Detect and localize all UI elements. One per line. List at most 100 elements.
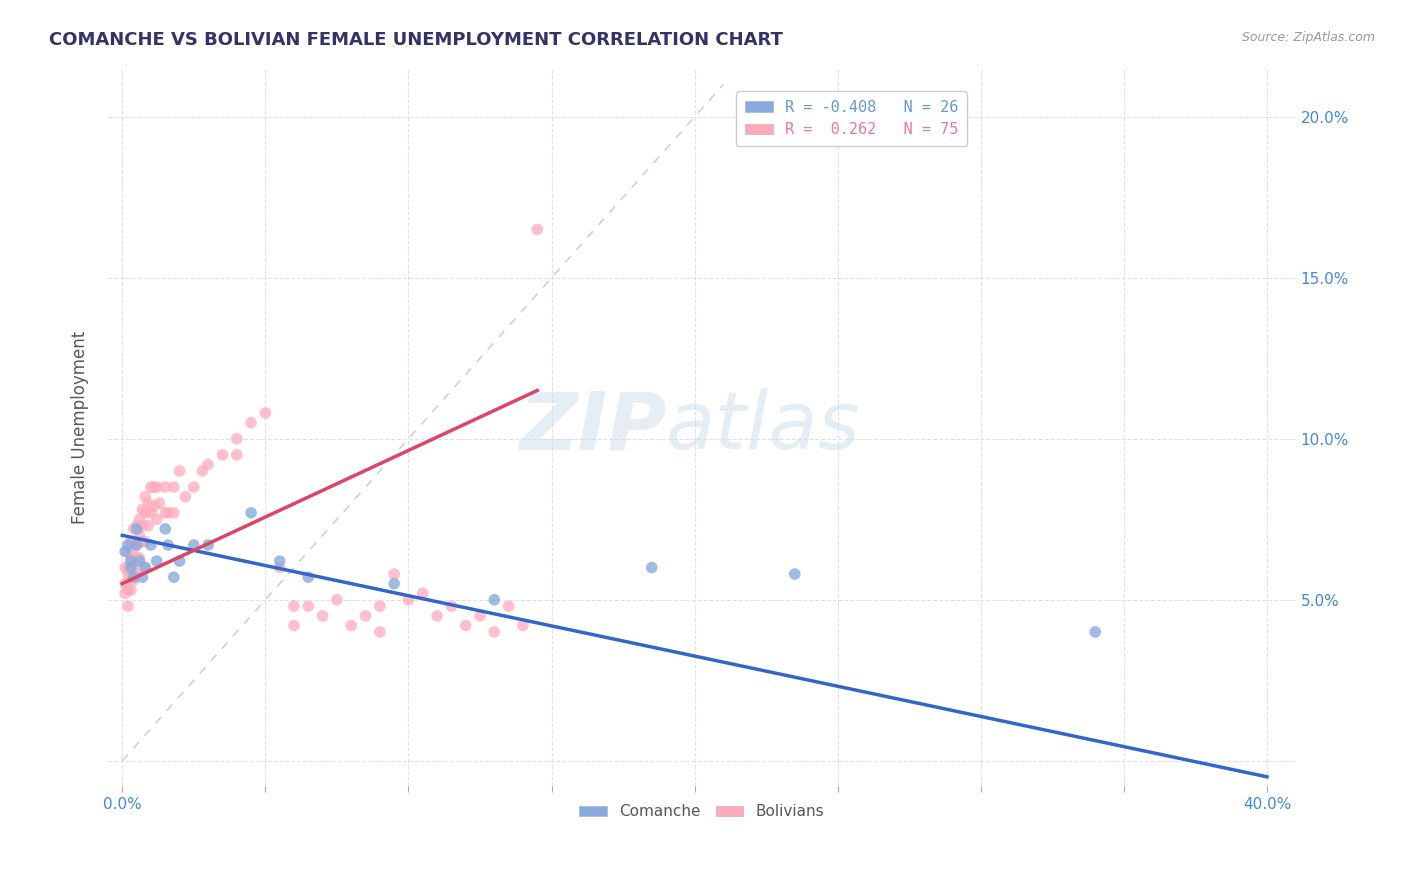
Point <box>157 538 180 552</box>
Point <box>484 592 506 607</box>
Point <box>125 538 148 552</box>
Point <box>225 432 247 446</box>
Point <box>125 522 148 536</box>
Point <box>163 480 186 494</box>
Point <box>498 599 520 614</box>
Point <box>114 576 136 591</box>
Point <box>311 608 333 623</box>
Point <box>131 570 153 584</box>
Point <box>139 538 162 552</box>
Point <box>117 560 139 574</box>
Point <box>120 534 142 549</box>
Point <box>641 560 664 574</box>
Point <box>120 566 142 581</box>
Point <box>120 583 142 598</box>
Point <box>134 560 156 574</box>
Point <box>134 506 156 520</box>
Point <box>454 618 477 632</box>
Point <box>297 599 319 614</box>
Point <box>125 566 148 581</box>
Point <box>134 560 156 574</box>
Point <box>155 506 177 520</box>
Point <box>120 560 142 574</box>
Point <box>169 554 191 568</box>
Point <box>117 583 139 598</box>
Point <box>117 544 139 558</box>
Point <box>440 599 463 614</box>
Point <box>128 550 150 565</box>
Point <box>117 599 139 614</box>
Point <box>131 502 153 516</box>
Point <box>128 554 150 568</box>
Point <box>512 618 534 632</box>
Point <box>136 496 159 510</box>
Point <box>211 448 233 462</box>
Point <box>120 554 142 568</box>
Point <box>114 586 136 600</box>
Point <box>163 570 186 584</box>
Point <box>139 480 162 494</box>
Point <box>368 599 391 614</box>
Point <box>183 480 205 494</box>
Y-axis label: Female Unemployment: Female Unemployment <box>72 331 89 524</box>
Point <box>122 560 145 574</box>
Text: ZIP: ZIP <box>519 389 666 467</box>
Point <box>526 222 548 236</box>
Point <box>368 624 391 639</box>
Text: atlas: atlas <box>666 389 860 467</box>
Point <box>783 566 806 581</box>
Point <box>122 541 145 556</box>
Point <box>145 480 167 494</box>
Point <box>468 608 491 623</box>
Point <box>131 518 153 533</box>
Point <box>125 518 148 533</box>
Point <box>134 490 156 504</box>
Legend: Comanche, Bolivians: Comanche, Bolivians <box>574 798 831 825</box>
Point <box>139 506 162 520</box>
Point <box>240 506 263 520</box>
Text: COMANCHE VS BOLIVIAN FEMALE UNEMPLOYMENT CORRELATION CHART: COMANCHE VS BOLIVIAN FEMALE UNEMPLOYMENT… <box>49 31 783 49</box>
Point <box>128 512 150 526</box>
Point <box>225 448 247 462</box>
Point <box>122 570 145 584</box>
Point <box>122 574 145 588</box>
Point <box>114 544 136 558</box>
Point <box>163 506 186 520</box>
Point <box>1084 624 1107 639</box>
Point <box>398 592 420 607</box>
Point <box>484 624 506 639</box>
Point <box>412 586 434 600</box>
Point <box>326 592 349 607</box>
Point <box>122 522 145 536</box>
Point <box>283 618 305 632</box>
Point <box>297 570 319 584</box>
Point <box>134 534 156 549</box>
Point <box>157 506 180 520</box>
Point <box>197 458 219 472</box>
Point <box>174 490 197 504</box>
Point <box>155 480 177 494</box>
Point <box>354 608 377 623</box>
Point <box>269 560 291 574</box>
Point <box>197 538 219 552</box>
Point <box>155 522 177 536</box>
Point <box>382 576 405 591</box>
Point <box>426 608 449 623</box>
Point <box>148 496 170 510</box>
Point <box>131 534 153 549</box>
Point <box>145 554 167 568</box>
Point <box>283 599 305 614</box>
Point <box>269 554 291 568</box>
Text: Source: ZipAtlas.com: Source: ZipAtlas.com <box>1241 31 1375 45</box>
Point <box>145 512 167 526</box>
Point <box>142 480 165 494</box>
Point <box>169 464 191 478</box>
Point <box>136 518 159 533</box>
Point <box>254 406 277 420</box>
Point <box>120 550 142 565</box>
Point <box>114 560 136 574</box>
Point <box>128 528 150 542</box>
Point <box>125 534 148 549</box>
Point <box>340 618 363 632</box>
Point <box>240 416 263 430</box>
